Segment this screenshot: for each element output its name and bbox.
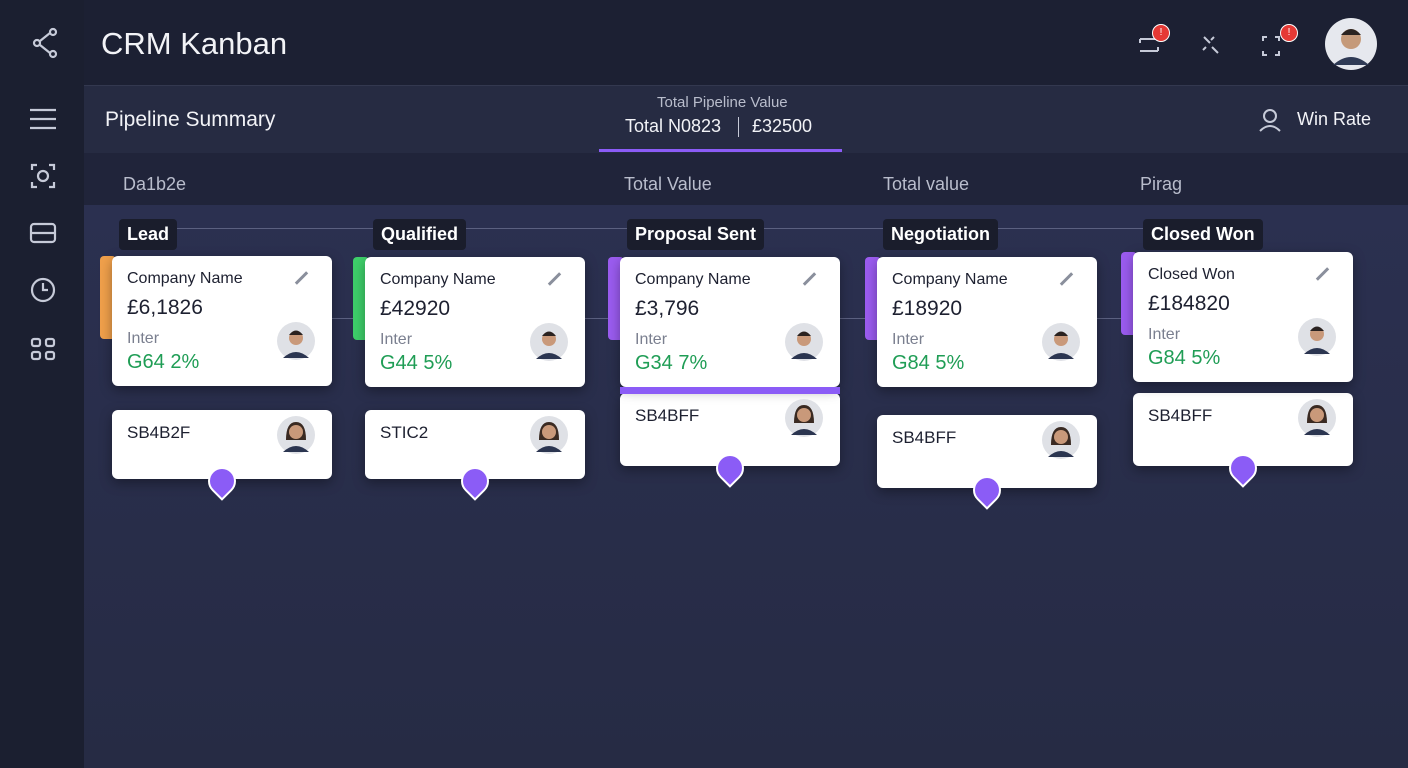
company-name: Closed Won — [1148, 266, 1235, 283]
toolbar-icons — [1139, 36, 1280, 56]
sidebar — [0, 0, 84, 768]
apps-icon[interactable] — [30, 337, 56, 361]
column-label: Pirag — [1140, 174, 1183, 194]
contact-avatar — [277, 416, 315, 454]
field-label: Inter — [892, 331, 925, 348]
contact-avatar — [530, 416, 568, 454]
link-icon[interactable] — [1202, 36, 1219, 54]
active-underline — [599, 149, 842, 152]
card — [365, 257, 585, 387]
column-label: Da1b2e — [123, 174, 187, 194]
divider — [738, 117, 739, 137]
field-label: Inter — [1148, 326, 1181, 343]
win-rate-value: G84 5% — [1148, 347, 1221, 369]
sub-card-id: SB4BFF — [635, 406, 700, 425]
win-rate-value: G64 2% — [127, 351, 200, 373]
contact-avatar — [530, 323, 568, 361]
company-name: Company Name — [127, 270, 243, 287]
notification-badge: ! — [1152, 24, 1170, 42]
card — [1133, 252, 1353, 382]
clock-icon[interactable] — [30, 277, 56, 303]
menu-icon[interactable] — [30, 108, 56, 130]
stage-chip: Lead — [119, 219, 178, 250]
company-name: Company Name — [380, 271, 496, 288]
deal-value: £18920 — [892, 297, 963, 320]
stage-chip: Qualified — [373, 219, 467, 250]
sidebar-icons — [29, 27, 58, 361]
summary-bar: Pipeline Summary Total Pipeline Value To… — [84, 85, 1408, 154]
contact-avatar — [1042, 421, 1080, 459]
notification-badge: ! — [1280, 24, 1298, 42]
column-label: Total Value — [624, 174, 712, 194]
card — [620, 257, 840, 387]
highlight-bar — [620, 387, 840, 394]
sync-icon[interactable] — [1139, 38, 1159, 52]
win-rate-value: G44 5% — [380, 352, 453, 374]
contact-avatar — [277, 322, 315, 360]
contact-avatar — [1298, 318, 1336, 356]
summary-title: Pipeline Summary — [105, 108, 276, 131]
scan-icon[interactable] — [30, 163, 56, 189]
sub-card-id: STIC2 — [380, 423, 429, 442]
win-rate-value: G84 5% — [892, 352, 965, 374]
column-header: Da1b2e Total Value Total value Pirag — [84, 153, 1408, 205]
app-title: CRM Kanban — [101, 26, 288, 61]
total-label: Total Pipeline Value — [657, 94, 788, 111]
share-icon[interactable] — [32, 27, 58, 59]
deal-value: £3,796 — [635, 297, 700, 320]
user-icon — [1259, 109, 1281, 132]
frame-icon[interactable] — [1262, 36, 1280, 56]
company-name: Company Name — [635, 271, 751, 288]
deal-value: £6,1826 — [127, 296, 203, 319]
column-label: Total value — [883, 174, 970, 194]
contact-avatar — [785, 399, 823, 437]
win-rate[interactable]: Win Rate — [1297, 109, 1372, 129]
inbox-icon[interactable] — [29, 222, 57, 244]
contact-avatar — [785, 323, 823, 361]
deal-value: £42920 — [380, 297, 451, 320]
stage-chip: Closed Won — [1143, 219, 1263, 250]
contact-avatar — [1042, 323, 1080, 361]
card — [112, 256, 332, 386]
company-name: Company Name — [892, 271, 1008, 288]
stage-chip: Negotiation — [883, 219, 998, 250]
win-rate-value: G34 7% — [635, 352, 708, 374]
sub-card-id: SB4BFF — [892, 428, 957, 447]
card — [877, 257, 1097, 387]
sub-card-id: SB4B2F — [127, 423, 191, 442]
deal-value: £184820 — [1148, 292, 1230, 315]
stage-chip: Proposal Sent — [627, 219, 765, 250]
field-label: Inter — [635, 331, 668, 348]
field-label: Inter — [127, 330, 160, 347]
top-bar: CRM Kanban ! ! — [84, 0, 1408, 85]
field-label: Inter — [380, 331, 413, 348]
user-avatar[interactable] — [1324, 17, 1378, 71]
contact-avatar — [1298, 399, 1336, 437]
sub-card-id: SB4BFF — [1148, 406, 1213, 425]
total-value: £32500 — [752, 116, 813, 136]
total-count: Total N0823 — [625, 116, 722, 136]
